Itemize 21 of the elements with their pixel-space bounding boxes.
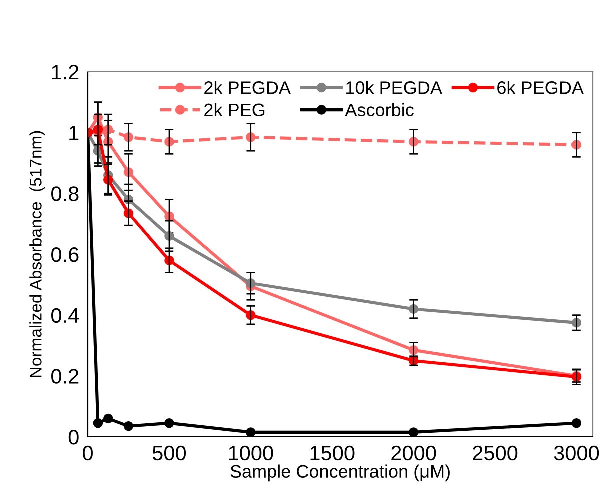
y-tick-label: 0.2	[52, 369, 79, 384]
y-tick-label: 1.2	[52, 65, 79, 80]
y-tick-label: 0.8	[52, 186, 79, 202]
x-axis-title: Sample Concentration (μM)	[230, 464, 450, 482]
x-tick-label: 2000	[392, 446, 436, 461]
legend-label: 2k PEG	[204, 103, 265, 117]
legend-label: 6k PEGDA	[498, 81, 584, 94]
y-tick-label: 0	[68, 430, 79, 445]
legend-label: 2k PEGDA	[204, 81, 291, 94]
x-tick-label: 1500	[310, 446, 355, 461]
x-tick-label: 500	[152, 446, 186, 461]
x-tick-label: 2500	[473, 446, 518, 461]
x-tick-label: 0	[83, 446, 93, 461]
legend-label: 10k PEGDA	[346, 81, 442, 94]
x-tick-label: 3000	[554, 446, 600, 461]
x-tick-label: 1000	[229, 446, 274, 461]
y-axis-title: Normalized Absorbance (517nm)	[30, 131, 46, 378]
y-tick-label: 0.6	[52, 248, 79, 262]
legend-label: Ascorbic	[345, 103, 414, 117]
y-tick-label: 1	[70, 126, 79, 140]
y-tick-label: 0.4	[52, 308, 80, 324]
